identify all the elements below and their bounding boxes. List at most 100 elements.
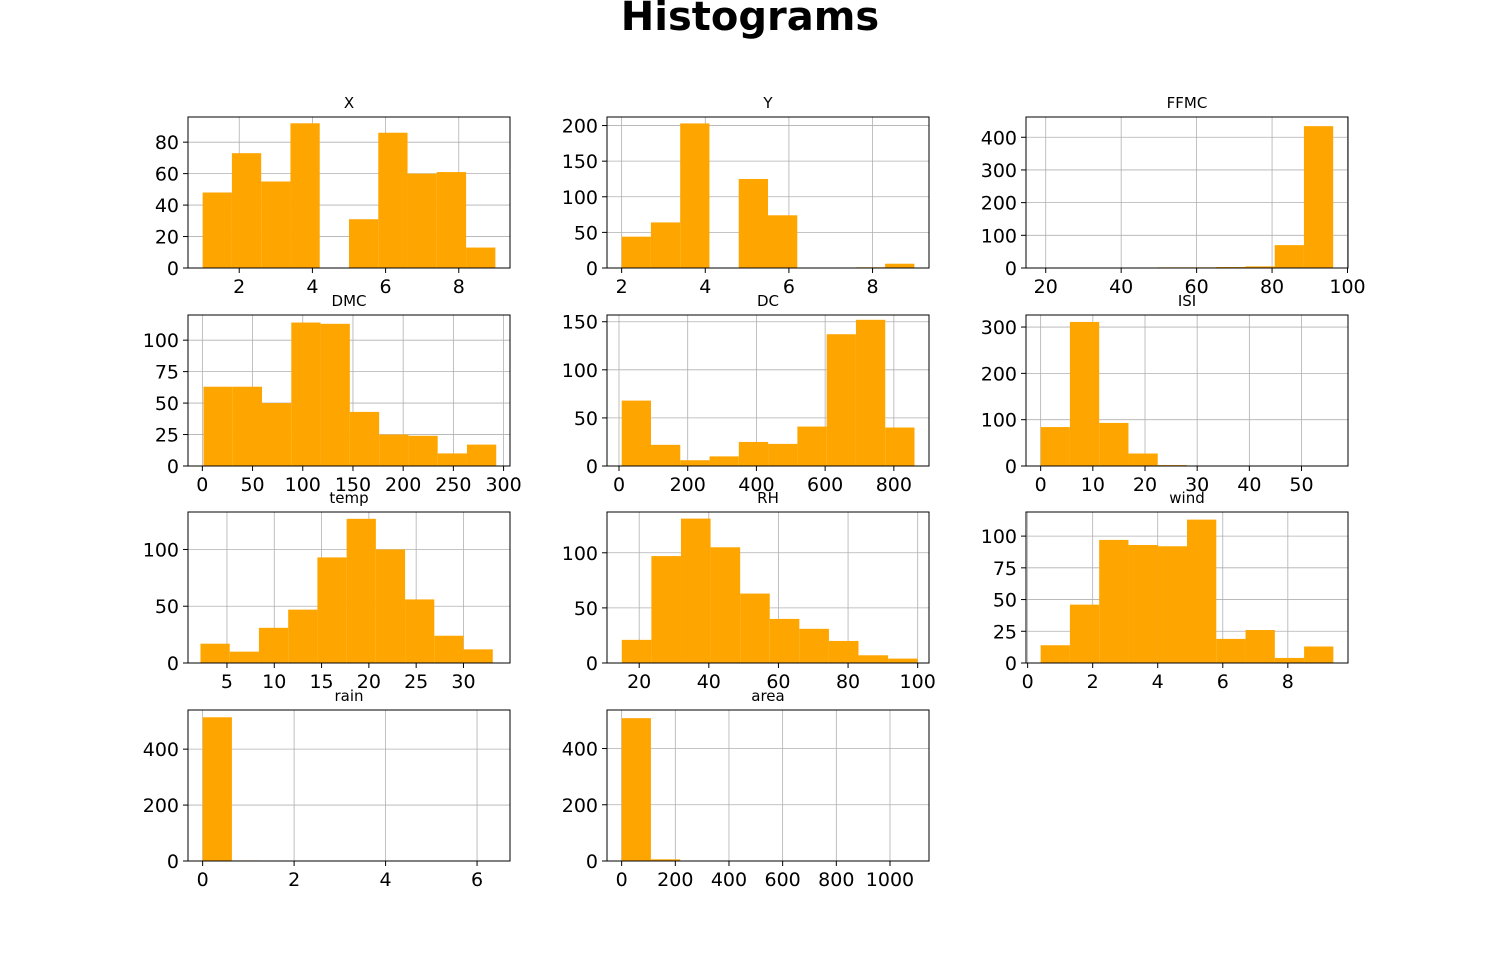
y-tick-label: 200 — [562, 116, 598, 138]
histogram-bar — [202, 192, 232, 268]
y-tick-label: 50 — [155, 393, 179, 415]
histogram-bar — [203, 386, 233, 466]
x-tick-label: 8 — [453, 276, 465, 298]
x-tick-label: 30 — [451, 671, 475, 693]
histogram-bar — [768, 443, 798, 466]
x-tick-label: 150 — [335, 474, 371, 496]
x-tick-label: 2 — [233, 276, 245, 298]
histogram-bar — [1187, 519, 1217, 663]
axes-frame — [1025, 314, 1349, 467]
y-tick-label: 0 — [586, 258, 598, 280]
x-tick-label: 6 — [1217, 671, 1229, 693]
x-tick-label: 4 — [699, 276, 711, 298]
histogram-bar — [349, 411, 380, 466]
histogram-bar — [1245, 266, 1275, 268]
x-tick-label: 8 — [1282, 671, 1294, 693]
y-tick-label: 0 — [167, 456, 179, 478]
histogram-bar — [407, 173, 437, 268]
histogram-bar — [379, 434, 409, 466]
histogram-bar — [466, 444, 497, 466]
y-tick-label: 400 — [981, 127, 1017, 149]
histogram-bar — [709, 456, 739, 466]
axes-frame — [1025, 511, 1349, 664]
histogram-bar — [1128, 453, 1158, 466]
y-tick-label: 150 — [562, 312, 598, 334]
histogram-bar — [262, 403, 292, 466]
x-tick-label: 20 — [1133, 474, 1157, 496]
histogram-bar — [738, 441, 769, 466]
histogram-bar — [437, 453, 467, 466]
subplot-dmc: 0 50 100 150 200 250 300 0 25 50 75 100 DMC — [143, 292, 522, 496]
x-tick-label: 6 — [783, 276, 795, 298]
y-tick-label: 0 — [586, 653, 598, 675]
histogram-bar — [200, 643, 230, 663]
x-tick-label: 4 — [306, 276, 318, 298]
histogram-bar — [621, 639, 652, 663]
y-tick-label: 50 — [574, 598, 598, 620]
y-tick-label: 80 — [155, 132, 179, 154]
y-tick-label: 25 — [155, 425, 179, 447]
histogram-bar — [317, 557, 347, 663]
histogram-bar — [466, 247, 496, 268]
histogram-bar — [799, 628, 829, 663]
x-tick-label: 0 — [616, 869, 628, 891]
x-tick-label: 1000 — [866, 869, 914, 891]
histogram-bar — [436, 172, 467, 268]
x-tick-label: 2 — [1087, 671, 1099, 693]
x-tick-label: 200 — [657, 869, 693, 891]
histogram-bar — [828, 640, 859, 663]
x-tick-label: 10 — [262, 671, 286, 693]
x-tick-label: 8 — [866, 276, 878, 298]
y-tick-label: 100 — [143, 330, 179, 352]
subplot-isi: 0 10 20 30 40 50 0 100 200 300 ISI — [981, 292, 1349, 496]
histogram-bar — [738, 178, 768, 268]
histogram-bar — [349, 219, 379, 268]
y-tick-label: 50 — [993, 590, 1017, 612]
y-tick-label: 200 — [981, 363, 1017, 385]
subplot-title: FFMC — [1167, 94, 1208, 112]
histogram-bar — [320, 323, 350, 466]
histogram-bar — [1099, 539, 1129, 663]
y-tick-label: 100 — [562, 360, 598, 382]
histogram-bar — [408, 435, 438, 466]
x-tick-label: 600 — [765, 869, 801, 891]
x-tick-label: 80 — [836, 671, 860, 693]
x-tick-label: 600 — [807, 474, 843, 496]
subplot-rh: 20 40 60 80 100 0 50 100 RH — [562, 489, 936, 693]
histogram-bar — [1128, 544, 1158, 663]
x-tick-label: 400 — [738, 474, 774, 496]
subplot-area: 0 200 400 600 800 1000 0 200 400 area — [562, 687, 930, 891]
subplot-title: DC — [757, 292, 779, 310]
histogram-bar — [769, 618, 800, 663]
y-tick-label: 400 — [562, 739, 598, 761]
x-tick-label: 4 — [1152, 671, 1164, 693]
histogram-bar — [1303, 126, 1334, 268]
histogram-bar — [797, 426, 827, 466]
y-tick-label: 100 — [981, 526, 1017, 548]
y-tick-label: 200 — [981, 193, 1017, 215]
y-tick-label: 300 — [981, 160, 1017, 182]
histogram-bar — [650, 222, 681, 268]
subplot-y: 2 4 6 8 0 50 100 150 200 Y — [562, 94, 930, 298]
y-tick-label: 50 — [155, 596, 179, 618]
histogram-bar — [768, 215, 798, 268]
x-tick-label: 80 — [1260, 276, 1284, 298]
histogram-bar — [1216, 638, 1246, 663]
histogram-bar — [258, 627, 289, 663]
histogram-bar — [405, 599, 435, 663]
histogram-bar — [1274, 657, 1305, 663]
subplot-dc: 0 200 400 600 800 0 50 100 150 DC — [562, 292, 930, 496]
subplot-ffmc: 20 40 60 80 100 0 100 200 300 400 FFMC — [981, 94, 1366, 298]
y-tick-label: 100 — [562, 187, 598, 209]
subplot-title: area — [751, 687, 784, 705]
subplot-temp: 5 10 15 20 25 30 0 50 100 temp — [143, 489, 511, 693]
histogram-bar — [1069, 321, 1100, 466]
histogram-bar — [232, 386, 263, 466]
x-tick-label: 40 — [1237, 474, 1261, 496]
x-tick-label: 6 — [471, 869, 483, 891]
x-tick-label: 100 — [285, 474, 321, 496]
y-tick-label: 100 — [981, 410, 1017, 432]
x-tick-label: 20 — [627, 671, 651, 693]
x-tick-label: 15 — [309, 671, 333, 693]
